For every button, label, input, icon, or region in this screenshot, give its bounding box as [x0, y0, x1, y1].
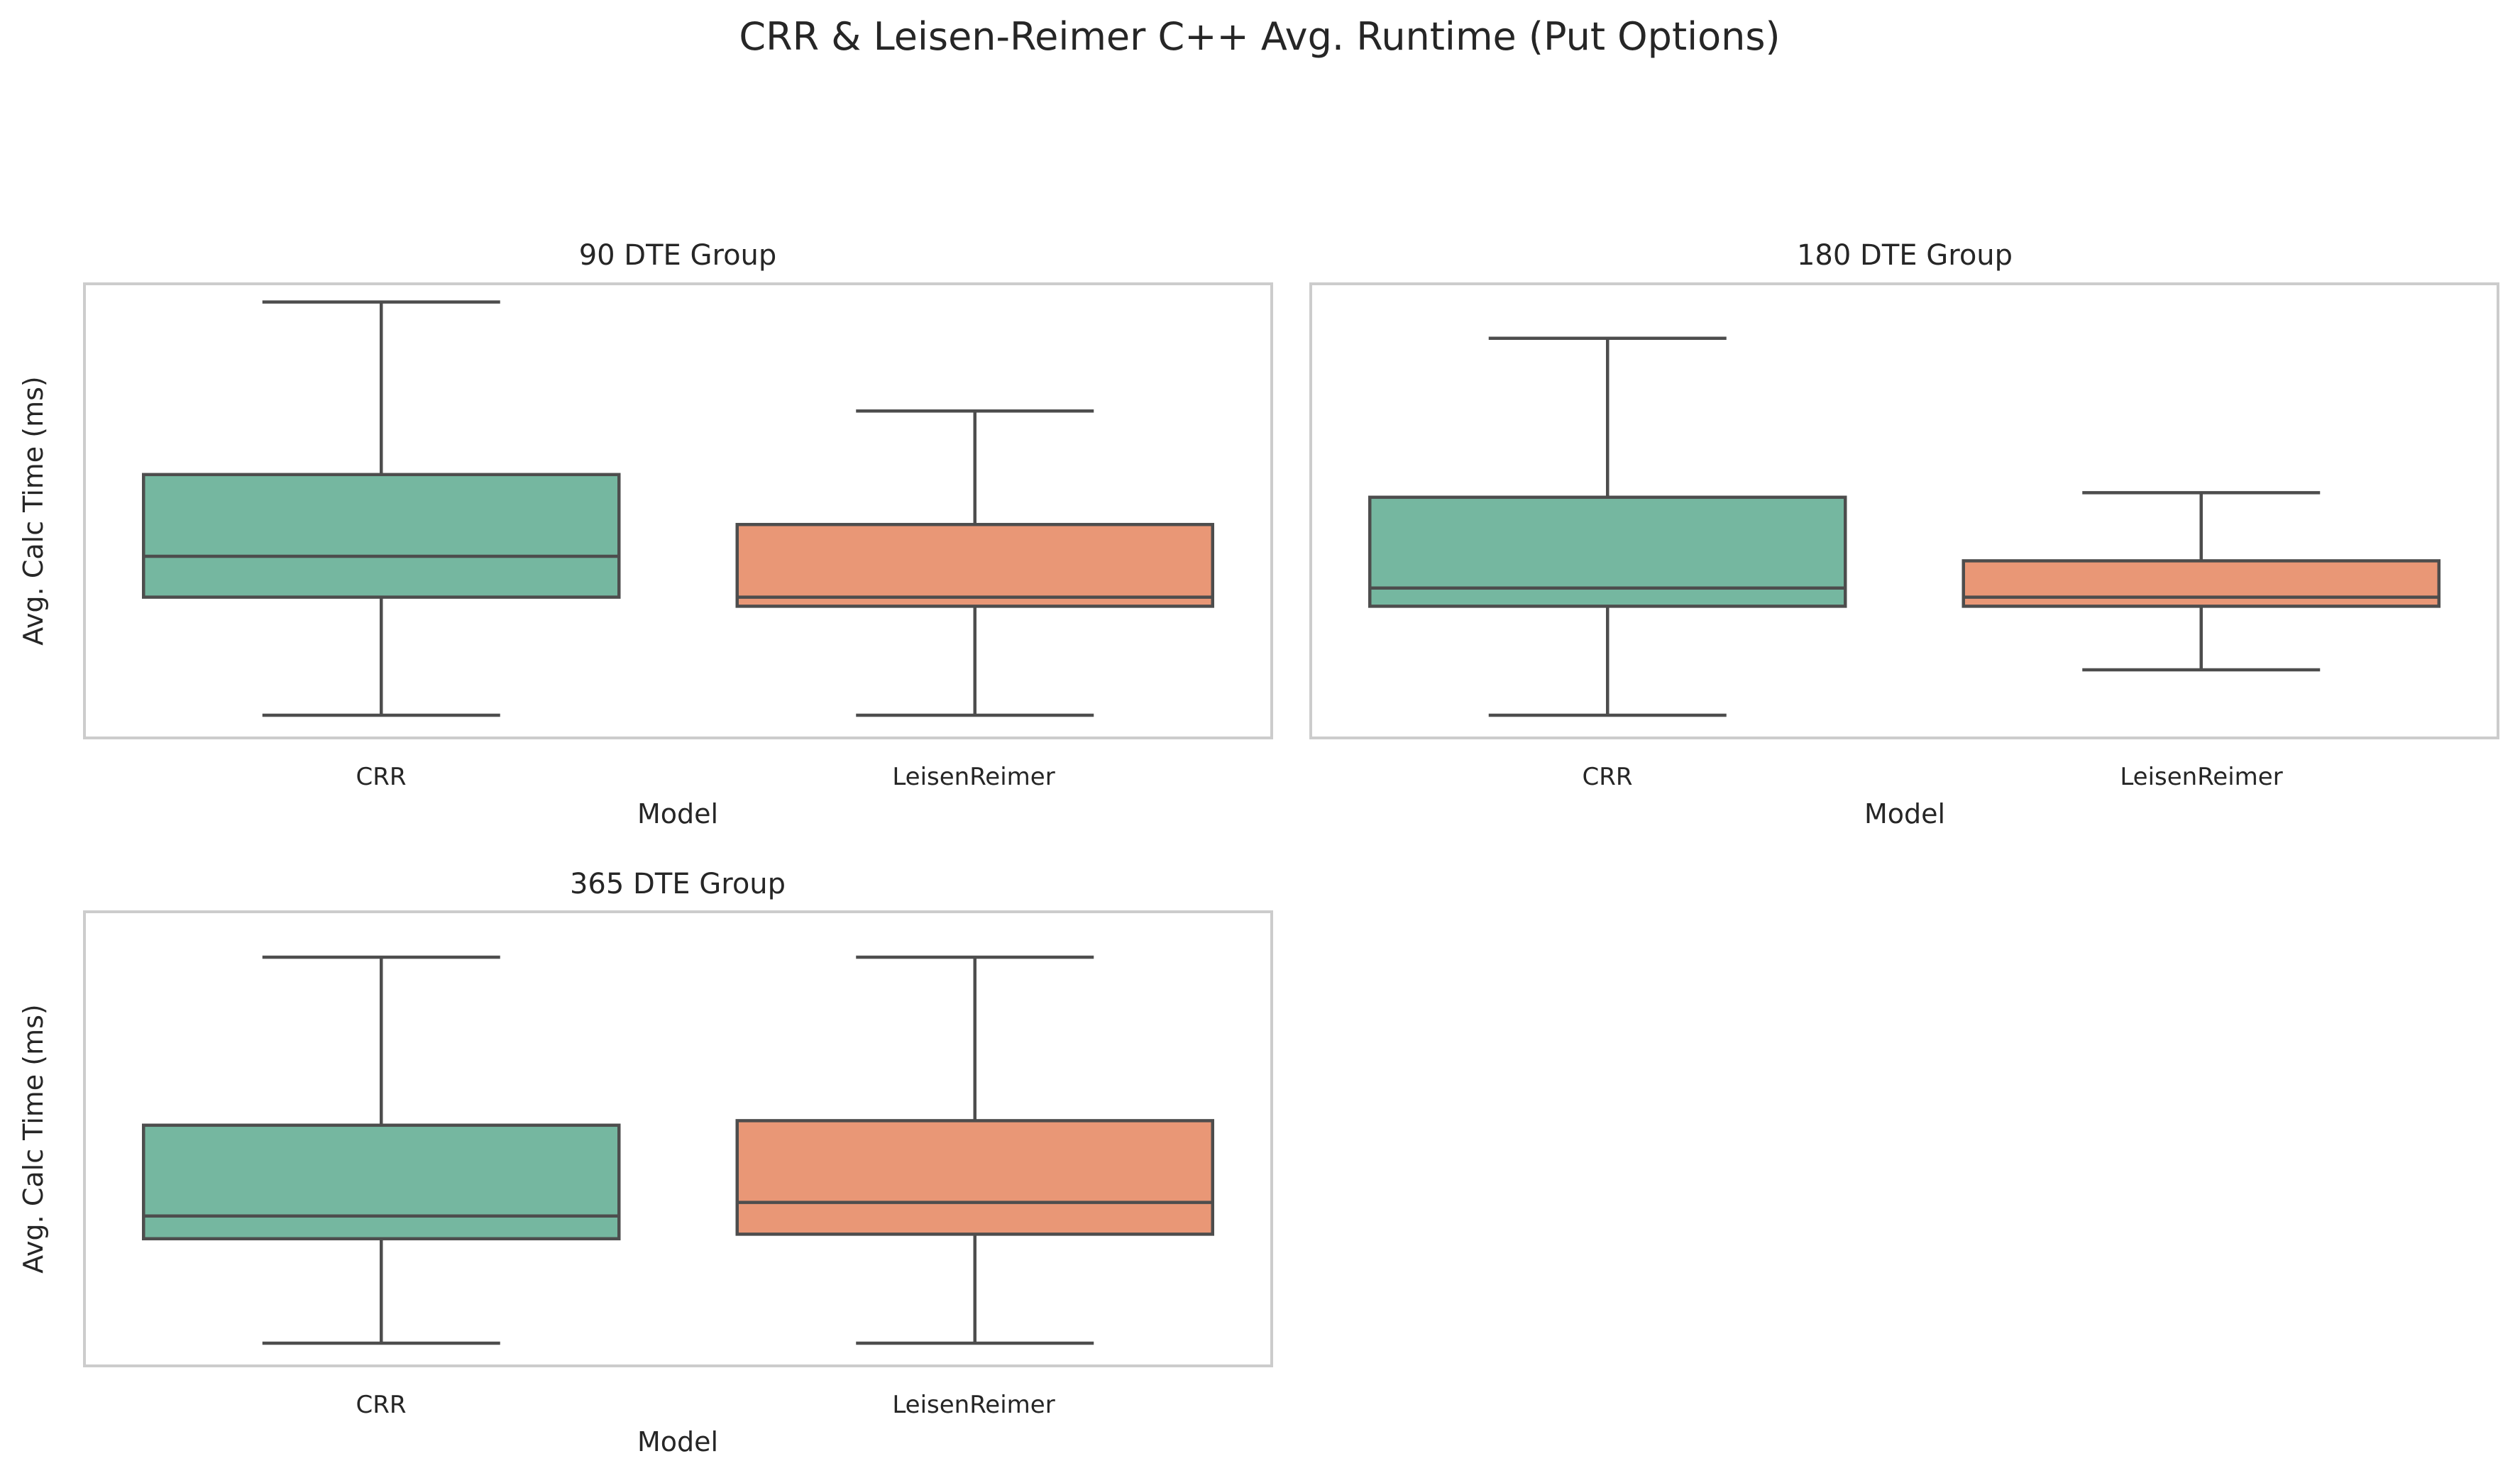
x-tick-label-crr: CRR	[356, 1391, 407, 1419]
iqr-box	[1961, 559, 2441, 608]
plot-frame	[1309, 282, 2499, 739]
x-tick-label-crr: CRR	[1583, 763, 1633, 791]
x-axis-label: Model	[637, 1426, 718, 1457]
panel-180-dte: 180 DTE Group Model CRR LeisenReimer	[1309, 239, 2499, 829]
iqr-box	[142, 473, 621, 599]
plot-frame	[83, 282, 1273, 739]
box-crr	[142, 955, 621, 1345]
box-leisenreimer	[735, 409, 1214, 717]
panel-title: 90 DTE Group	[579, 239, 777, 272]
panel-90-dte: 90 DTE Group Avg. Calc Time (ms) Model C…	[18, 239, 1273, 829]
box-leisenreimer	[735, 955, 1214, 1345]
x-axis-label: Model	[1864, 798, 1945, 829]
panel-365-dte: 365 DTE Group Avg. Calc Time (ms) Model …	[18, 868, 1273, 1457]
box-leisenreimer	[1961, 491, 2441, 672]
x-axis-label: Model	[637, 798, 718, 829]
plot-frame	[83, 910, 1273, 1367]
x-tick-label-leisenreimer: LeisenReimer	[892, 1391, 1055, 1419]
panel-title: 365 DTE Group	[570, 868, 786, 900]
panel-title: 180 DTE Group	[1797, 239, 2013, 272]
y-axis-label: Avg. Calc Time (ms)	[18, 1004, 49, 1273]
iqr-box	[735, 1119, 1214, 1236]
iqr-box	[735, 522, 1214, 608]
box-crr	[142, 300, 621, 717]
y-axis-label: Avg. Calc Time (ms)	[18, 376, 49, 645]
iqr-box	[142, 1123, 621, 1241]
x-tick-label-leisenreimer: LeisenReimer	[892, 763, 1055, 791]
x-tick-label-leisenreimer: LeisenReimer	[2120, 763, 2282, 791]
iqr-box	[1368, 495, 1847, 608]
figure-title: CRR & Leisen-Reimer C++ Avg. Runtime (Pu…	[739, 14, 1780, 59]
box-crr	[1368, 336, 1847, 717]
x-tick-label-crr: CRR	[356, 763, 407, 791]
